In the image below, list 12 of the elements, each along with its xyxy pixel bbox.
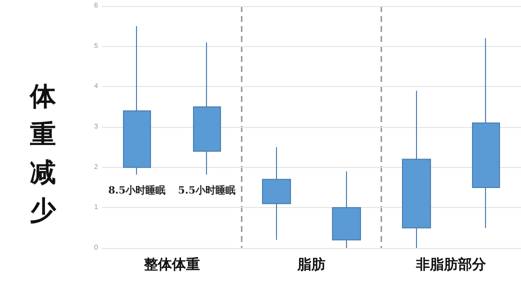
- text: 整体体重: [142, 257, 200, 273]
- candlestick: [402, 90, 431, 248]
- x-tick-label: 5.5小时睡眠: [178, 184, 236, 196]
- candlestick: [332, 170, 361, 248]
- candlestick: [123, 26, 151, 176]
- candlestick: [262, 146, 291, 240]
- candlestick: [193, 42, 221, 176]
- y-axis-title: 体重减少: [29, 82, 57, 226]
- text: 脂肪: [296, 256, 326, 273]
- candlestick: [472, 38, 500, 228]
- text: 非脂肪部分: [415, 256, 488, 273]
- x-tick-label: 8.5小时睡眠: [108, 184, 166, 196]
